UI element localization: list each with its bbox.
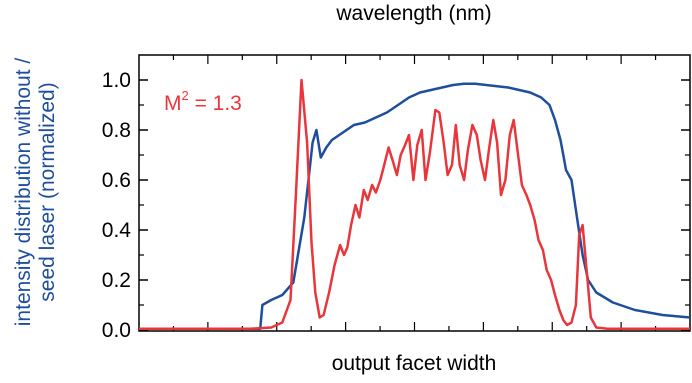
y-ticks: 0.0 0.2 0.4 0.6 0.8 1.0 (102, 69, 690, 342)
m2-annotation: M2 = 1.3 (164, 88, 242, 115)
y-axis-label-line2: seed laser (normalized) (36, 82, 59, 301)
series-layer (139, 78, 691, 331)
m2-annotation-rest: = 1.3 (189, 92, 242, 115)
y-axis-label-group: intensity distribution without / seed la… (12, 58, 59, 327)
m2-annotation-sup: 2 (182, 88, 189, 103)
y-tick-label: 0.4 (102, 219, 132, 242)
series-line-red (139, 78, 690, 331)
series-line-blue (139, 82, 691, 331)
y-tick-label: 0.0 (102, 319, 131, 342)
top-axis-label: wavelength (nm) (335, 2, 491, 25)
y-tick-label: 0.8 (102, 119, 131, 142)
y-tick-label: 0.6 (102, 169, 131, 192)
x-ticks (172, 55, 657, 331)
x-axis-label: output facet width (332, 352, 497, 375)
y-tick-label: 0.2 (102, 269, 131, 292)
m2-annotation-base: M (164, 92, 182, 115)
y-tick-label: 1.0 (102, 69, 131, 92)
y-axis-label-line1: intensity distribution without / (12, 58, 35, 327)
